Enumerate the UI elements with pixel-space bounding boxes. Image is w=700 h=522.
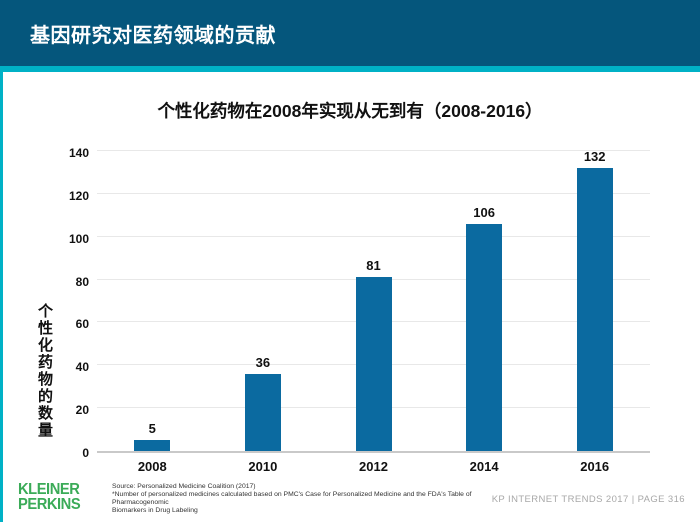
bar-value-2012: 81	[366, 258, 381, 274]
bar-value-2010: 36	[255, 354, 271, 370]
x-tick-label-2010: 2010	[248, 459, 278, 474]
left-accent-strip	[0, 72, 3, 522]
bar-2010	[244, 373, 281, 451]
y-tick-label-60: 60	[75, 317, 89, 332]
y-tick-label-120: 120	[68, 188, 89, 203]
y-axis-labels: 0 20 40 60 80 100 120 140	[40, 146, 89, 460]
header-accent-line	[0, 66, 700, 72]
plot-area: 5 36 81 106 132	[97, 149, 650, 453]
source-line-2: *Number of personalized medicines calcul…	[112, 491, 472, 506]
slide-header: 基因研究对医药领域的贡献	[0, 0, 700, 66]
bar-value-2008: 5	[148, 421, 156, 437]
logo-line-2: PERKINS	[18, 495, 81, 513]
y-tick-label-40: 40	[75, 360, 89, 375]
source-line-1: Source: Personalized Medicine Coalition …	[112, 483, 256, 490]
bar-2016	[576, 168, 613, 451]
x-tick-label-2012: 2012	[359, 459, 388, 474]
bar-value-2016: 132	[583, 149, 606, 165]
x-tick-label-2008: 2008	[137, 459, 167, 474]
y-axis-title: 个性化药物的数量	[36, 303, 53, 439]
x-tick-label-2014: 2014	[469, 459, 499, 474]
y-tick-label-0: 0	[82, 446, 89, 460]
y-tick-label-140: 140	[68, 146, 89, 160]
gridline-100	[97, 235, 650, 237]
x-axis-labels: 2008 2010 2012 2014 2016	[97, 459, 650, 475]
y-tick-label-20: 20	[75, 403, 89, 418]
y-tick-label-100: 100	[68, 231, 89, 246]
bar-value-2014: 106	[473, 204, 495, 220]
kp-trends-footer: KP INTERNET TRENDS 2017 | PAGE 316	[491, 494, 685, 505]
chart-title: 个性化药物在2008年实现从无到有（2008-2016）	[157, 101, 543, 121]
y-tick-label-80: 80	[75, 274, 89, 289]
bar-2008	[134, 440, 171, 451]
gridline-120	[97, 192, 650, 194]
bar-2014	[466, 223, 503, 451]
source-note: Source: Personalized Medicine Coalition …	[112, 483, 522, 515]
bar-2012	[355, 277, 392, 451]
page-title: 基因研究对医药领域的贡献	[30, 24, 276, 47]
logo-line-1: KLEINER	[18, 481, 80, 498]
kleiner-perkins-logo: KLEINER PERKINS	[18, 481, 81, 513]
x-tick-label-2016: 2016	[580, 459, 610, 474]
gridline-140	[97, 150, 650, 151]
source-line-3: Biomarkers in Drug Labeling	[112, 507, 198, 514]
